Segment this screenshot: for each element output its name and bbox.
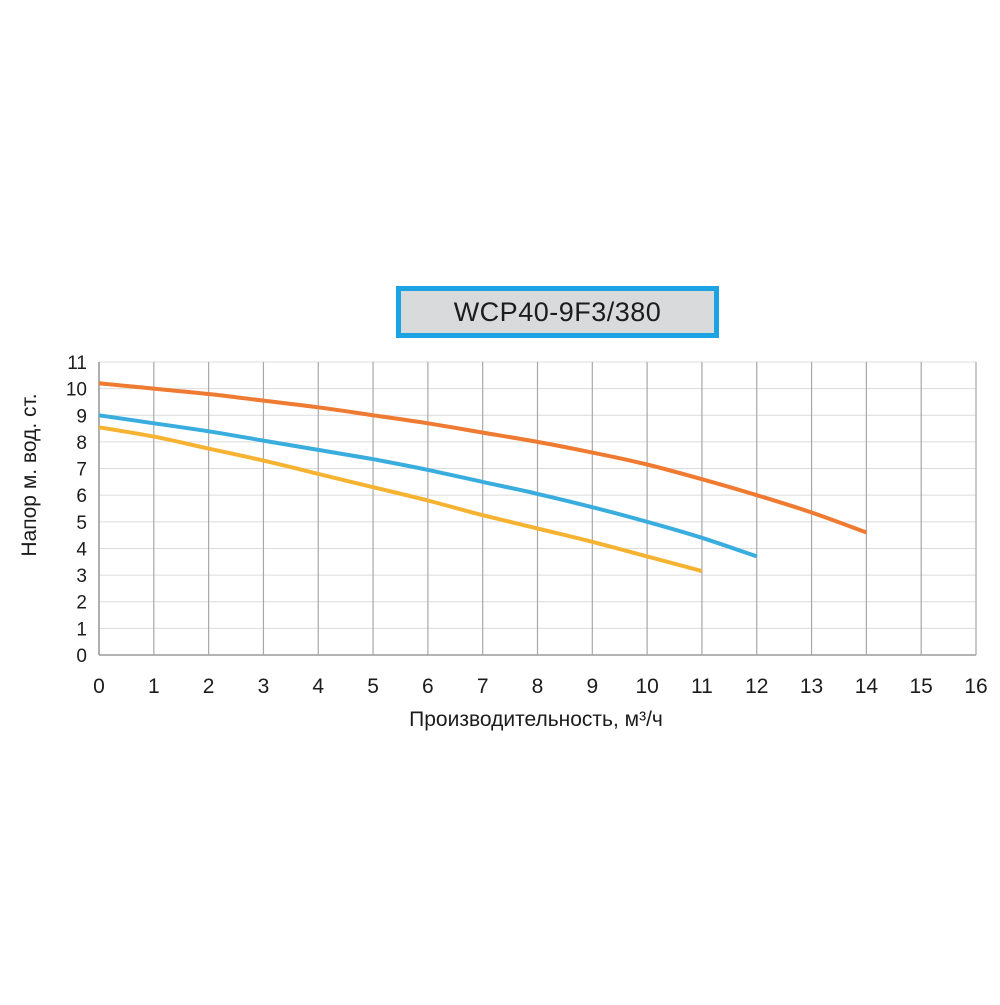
y-tick-label: 8	[76, 433, 87, 454]
x-tick-label: 1	[148, 675, 160, 698]
x-tick-label: 12	[745, 675, 768, 698]
y-tick-label: 3	[76, 566, 87, 587]
y-tick-label: 9	[76, 406, 87, 427]
x-tick-label: 3	[258, 675, 270, 698]
x-tick-label: 2	[203, 675, 215, 698]
y-tick-label: 5	[76, 513, 87, 534]
x-tick-label: 4	[312, 675, 324, 698]
x-tick-label: 0	[93, 675, 105, 698]
x-tick-label: 6	[422, 675, 434, 698]
x-axis-label: Производительность, м³/ч	[409, 708, 663, 731]
x-tick-label: 7	[477, 675, 489, 698]
x-tick-label: 13	[800, 675, 823, 698]
chart-title: WCP40-9F3/380	[396, 286, 719, 338]
y-tick-label: 7	[76, 460, 87, 481]
x-tick-label: 5	[367, 675, 379, 698]
y-tick-label: 11	[67, 353, 87, 374]
x-tick-label: 8	[532, 675, 544, 698]
y-tick-label: 6	[76, 486, 87, 507]
x-tick-label: 14	[855, 675, 879, 698]
y-tick-label: 0	[76, 646, 87, 667]
y-tick-label: 1	[76, 619, 87, 640]
y-tick-label: 4	[76, 539, 87, 560]
y-axis-label: Напор м. вод. ст.	[18, 393, 41, 556]
series-layer	[98, 381, 868, 574]
x-tick-label: 15	[910, 675, 933, 698]
x-tick-label: 10	[635, 675, 658, 698]
grid	[98, 361, 977, 656]
y-tick-label: 10	[66, 380, 87, 401]
series-line-3	[98, 425, 703, 574]
y-tick-label: 2	[76, 593, 87, 614]
series-line-2	[98, 413, 758, 559]
x-tick-label: 9	[586, 675, 598, 698]
series-line-1	[98, 381, 868, 535]
x-tick-label: 11	[691, 675, 713, 698]
x-tick-label: 16	[964, 675, 987, 698]
